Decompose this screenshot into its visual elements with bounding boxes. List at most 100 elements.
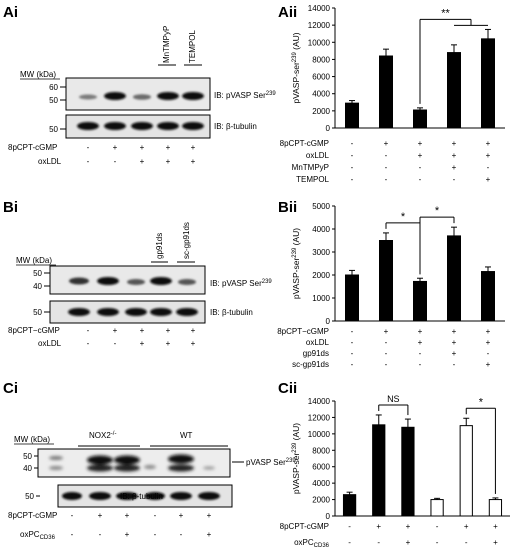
bar — [481, 38, 495, 129]
bar — [413, 109, 427, 129]
condition-sign: + — [486, 175, 491, 184]
condition-label: 8pCPT-cGMP — [280, 139, 329, 148]
blot-sign: - — [87, 143, 90, 152]
mw-50: 50 — [23, 452, 32, 461]
blot-sign: + — [166, 326, 171, 335]
chart-bii: Bii 0 1000 2000 3000 4000 5000 pVASP-ser239 (A… — [277, 199, 505, 369]
blot-sign: + — [140, 339, 145, 348]
condition-sign: + — [418, 327, 423, 336]
sig-label: * — [435, 205, 440, 217]
mw-60: 60 — [49, 83, 58, 92]
bar — [488, 499, 503, 517]
blot-sign: + — [191, 143, 196, 152]
bar — [447, 235, 461, 322]
y-tick-label: 4000 — [312, 225, 330, 234]
y-tick-label: 12000 — [308, 413, 331, 422]
condition-sign: + — [452, 338, 457, 347]
blot-sign: + — [191, 157, 196, 166]
condition-sign: + — [452, 139, 457, 148]
blot-sign: - — [87, 326, 90, 335]
panel-label-ai: Ai — [3, 4, 18, 21]
blot-sign: + — [207, 530, 212, 539]
y-tick-label: 6000 — [312, 463, 330, 472]
blot-sign: + — [113, 143, 118, 152]
blot-sign: + — [166, 157, 171, 166]
condition-label: MnTMPyP — [292, 163, 329, 172]
panel-label-bi: Bi — [3, 199, 18, 216]
y-tick-label: 0 — [326, 512, 331, 521]
sig-label: ** — [441, 7, 450, 19]
bar — [345, 274, 359, 322]
condition-sign: - — [487, 349, 490, 358]
condition-sign: - — [385, 360, 388, 369]
bar — [459, 425, 473, 517]
blot-sign: + — [140, 143, 145, 152]
bar — [379, 55, 393, 129]
bar — [345, 102, 359, 129]
condition-label: TEMPOL — [296, 175, 329, 184]
y-tick-label: 14000 — [308, 4, 331, 13]
condition-sign: + — [486, 151, 491, 160]
condition-sign: - — [385, 175, 388, 184]
condition-sign: + — [486, 327, 491, 336]
blot-sign: - — [71, 530, 74, 539]
condition-sign: - — [351, 360, 354, 369]
condition-sign: + — [384, 139, 389, 148]
blot-sign: - — [114, 157, 117, 166]
condition-sign: - — [419, 349, 422, 358]
y-tick-label: 0 — [326, 317, 331, 326]
condition-sign: + — [452, 349, 457, 358]
blot-sign: - — [154, 530, 157, 539]
condition-sign: - — [351, 349, 354, 358]
condition-label: oxLDL — [306, 338, 330, 347]
blot-sign: - — [114, 339, 117, 348]
condition-label: oxLDL — [306, 151, 330, 160]
blot-a-signs: - + + + + - - + + + — [87, 143, 196, 166]
y-tick-label: 6000 — [312, 73, 330, 82]
y-tick-label: 10000 — [308, 430, 331, 439]
blot-sign: + — [125, 530, 130, 539]
condition-sign: - — [377, 538, 380, 547]
blot-sign: - — [87, 339, 90, 348]
bar — [401, 426, 415, 517]
condition-label: 8pCPT−cGMP — [277, 327, 329, 336]
mw-header: MW (kDa) — [16, 256, 52, 265]
y-axis-label: pVASP-ser239 (AU) — [291, 423, 301, 494]
ib-tubulin-label: IB: β-tubulin — [210, 308, 253, 317]
label-mntmpyp: MnTMPyP — [162, 26, 171, 63]
panel-label-aii: Aii — [278, 4, 297, 21]
y-tick-label: 8000 — [312, 446, 330, 455]
condition-sign: + — [493, 538, 498, 547]
condition-sign: - — [385, 338, 388, 347]
condition-sign: + — [486, 360, 491, 369]
condition-label: gp91ds — [303, 349, 329, 358]
panel-label-cii: Cii — [278, 380, 297, 397]
blot-sign: - — [99, 530, 102, 539]
y-tick-label: 10000 — [308, 38, 331, 47]
mw-50: 50 — [49, 96, 58, 105]
sig-label: * — [479, 396, 484, 408]
blot-sign: + — [191, 326, 196, 335]
y-tick-label: 2000 — [312, 107, 330, 116]
mw-50: 50 — [33, 269, 42, 278]
blot-sign: - — [87, 157, 90, 166]
condition-sign: - — [436, 522, 439, 531]
y-tick-label: 2000 — [312, 496, 330, 505]
blot-sign: + — [140, 326, 145, 335]
panel-c-blot: Ci MW (kDa) NOX2-/- WT 50 40 pVASP Ser23… — [3, 380, 296, 541]
condition-sign: + — [418, 139, 423, 148]
band-pvasp-label: pVASP Ser239 — [246, 458, 296, 467]
mw-40: 40 — [33, 282, 42, 291]
condition-sign: - — [385, 163, 388, 172]
y-tick-label: 2000 — [312, 271, 330, 280]
condition-sign: - — [351, 139, 354, 148]
condition-sign: + — [486, 338, 491, 347]
y-axis-label: pVASP-ser239 (AU) — [291, 32, 301, 103]
condition-sign: + — [406, 522, 411, 531]
cond-label: oxLDL — [38, 339, 62, 348]
blot-sign: + — [113, 326, 118, 335]
condition-sign: + — [384, 327, 389, 336]
label-gp91ds: gp91ds — [155, 233, 164, 259]
condition-sign: - — [436, 538, 439, 547]
group-wt: WT — [180, 431, 193, 440]
